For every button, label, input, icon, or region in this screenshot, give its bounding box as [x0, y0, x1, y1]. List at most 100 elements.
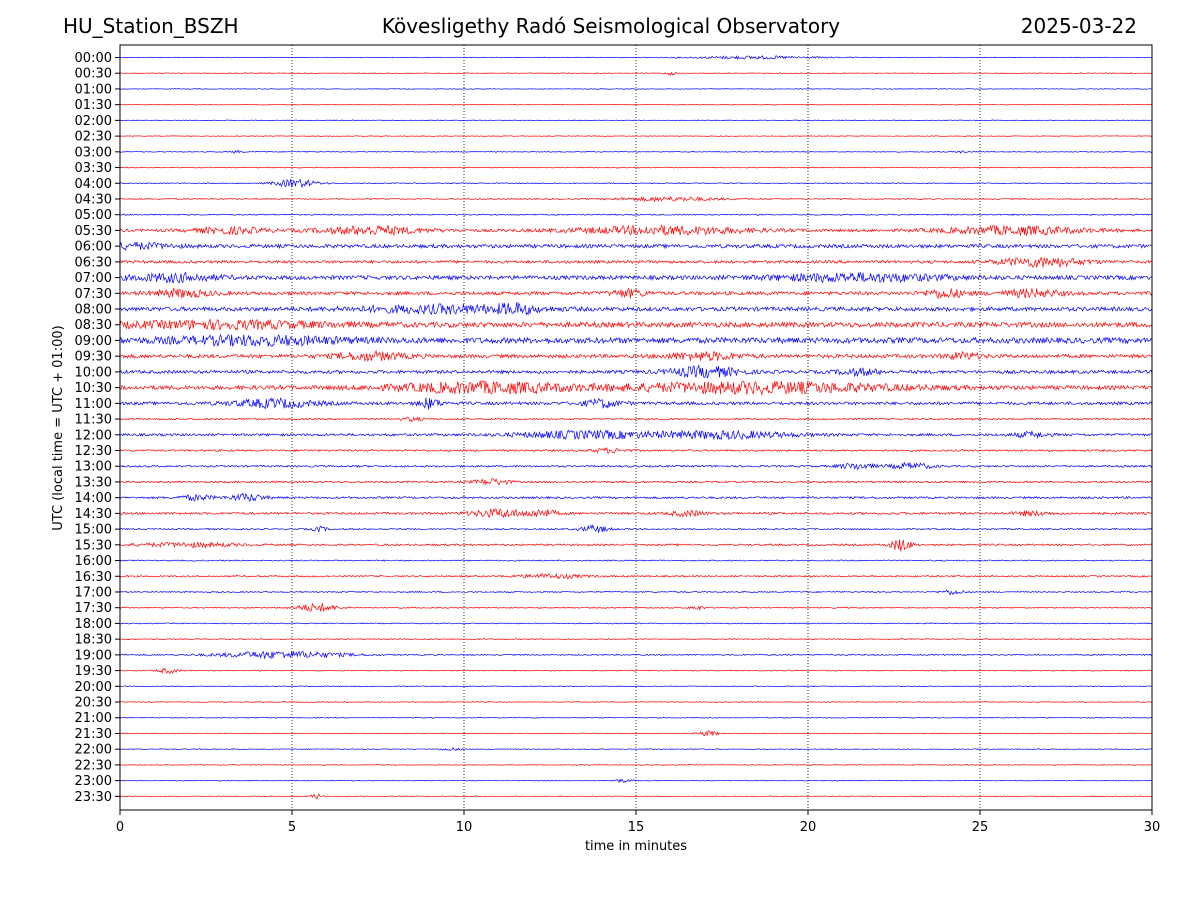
trace-0600	[119, 241, 1153, 251]
y-axis-label: UTC (local time = UTC + 01:00)	[51, 325, 66, 530]
y-tick-label: 09:00	[75, 334, 112, 349]
trace-1830	[119, 638, 1153, 641]
y-tick-label: 04:30	[75, 192, 112, 207]
trace-0200	[119, 119, 1152, 122]
y-tick-label: 18:00	[75, 617, 112, 632]
trace-1430	[119, 508, 1153, 519]
y-tick-label: 14:30	[75, 507, 112, 522]
trace-1500	[119, 524, 1153, 534]
y-tick-label: 21:00	[75, 711, 112, 726]
y-tick-label: 06:30	[75, 255, 112, 270]
trace-2330	[119, 793, 1153, 800]
x-axis-ticks: 0 5 10 15 20 25 30	[116, 810, 1160, 835]
y-tick-label: 09:30	[75, 350, 112, 365]
trace-0230	[119, 135, 1153, 137]
y-tick-label: 05:00	[75, 208, 112, 223]
trace-2100	[119, 716, 1153, 719]
y-tick-label: 11:00	[75, 397, 112, 412]
y-tick-label: 10:00	[75, 365, 112, 380]
x-tick-label: 10	[456, 820, 473, 835]
trace-1930	[119, 667, 1153, 675]
trace-1530	[119, 539, 1153, 552]
y-tick-label: 03:00	[75, 145, 112, 160]
y-tick-label: 16:00	[75, 554, 112, 569]
trace-0530	[119, 224, 1153, 237]
x-tick-label: 15	[628, 820, 645, 835]
y-tick-label: 03:30	[75, 161, 112, 176]
y-tick-label: 13:00	[75, 460, 112, 475]
y-tick-label: 00:30	[75, 67, 112, 82]
y-tick-label: 01:00	[75, 82, 112, 97]
trace-0800	[119, 301, 1153, 316]
y-tick-label: 05:30	[75, 224, 112, 239]
trace-1230	[119, 446, 1153, 454]
trace-1100	[119, 397, 1153, 410]
seismic-traces	[119, 55, 1153, 800]
grid-lines	[291, 45, 981, 810]
y-tick-label: 17:00	[75, 585, 112, 600]
trace-0630	[119, 256, 1153, 269]
trace-2000	[119, 685, 1153, 688]
chart-title: Kövesligethy Radó Seismological Observat…	[381, 14, 841, 38]
y-tick-label: 11:30	[75, 413, 112, 428]
trace-1130	[119, 416, 1153, 422]
trace-1330	[119, 477, 1153, 486]
x-tick-label: 25	[972, 820, 989, 835]
y-tick-label: 20:00	[75, 680, 112, 695]
trace-0700	[119, 271, 1153, 284]
y-tick-label: 13:30	[75, 475, 112, 490]
y-tick-label: 22:30	[75, 758, 112, 773]
trace-0930	[119, 350, 1153, 362]
x-tick-label: 20	[800, 820, 817, 835]
station-name: HU_Station_BSZH	[63, 14, 239, 38]
y-tick-label: 17:30	[75, 601, 112, 616]
x-tick-label: 0	[116, 820, 124, 835]
y-tick-label: 08:30	[75, 318, 112, 333]
trace-2200	[119, 746, 1153, 751]
y-tick-label: 15:00	[75, 523, 112, 538]
chart-date: 2025-03-22	[1020, 14, 1137, 38]
trace-1630	[119, 572, 1153, 579]
trace-0000	[119, 55, 1153, 60]
y-tick-label: 00:00	[75, 51, 112, 66]
y-tick-label: 07:30	[75, 287, 112, 302]
y-tick-label: 06:00	[75, 240, 112, 255]
y-tick-label: 10:30	[75, 381, 112, 396]
trace-2130	[119, 730, 1153, 737]
trace-0100	[119, 88, 1152, 90]
y-tick-label: 12:30	[75, 444, 112, 459]
trace-2230	[120, 764, 1153, 766]
x-tick-label: 5	[288, 820, 296, 835]
trace-1600	[119, 559, 1153, 562]
y-tick-label: 18:30	[75, 633, 112, 648]
trace-0300	[119, 149, 1153, 154]
trace-1900	[119, 650, 1153, 660]
y-tick-label: 22:00	[75, 743, 112, 758]
y-tick-label: 21:30	[75, 727, 112, 742]
trace-0400	[119, 178, 1153, 189]
trace-1800	[119, 622, 1153, 625]
trace-0430	[119, 195, 1153, 203]
trace-1730	[119, 602, 1153, 612]
trace-0130	[119, 103, 1153, 106]
y-tick-label: 23:00	[75, 774, 112, 789]
y-tick-label: 14:00	[75, 491, 112, 506]
trace-1700	[119, 589, 1153, 596]
y-tick-label: 08:00	[75, 303, 112, 318]
trace-1030	[119, 380, 1153, 396]
trace-0500	[119, 213, 1153, 216]
y-tick-label: 02:00	[75, 114, 112, 129]
trace-0030	[119, 71, 1153, 76]
trace-0330	[119, 166, 1153, 169]
y-tick-label: 04:00	[75, 177, 112, 192]
trace-2030	[119, 701, 1153, 703]
trace-0830	[119, 317, 1153, 332]
trace-0730	[119, 287, 1153, 300]
x-tick-label: 30	[1144, 820, 1161, 835]
trace-1000	[119, 364, 1153, 379]
y-tick-label: 23:30	[75, 790, 112, 805]
trace-1200	[119, 429, 1153, 441]
y-tick-label: 15:30	[75, 538, 112, 553]
y-tick-label: 07:00	[75, 271, 112, 286]
